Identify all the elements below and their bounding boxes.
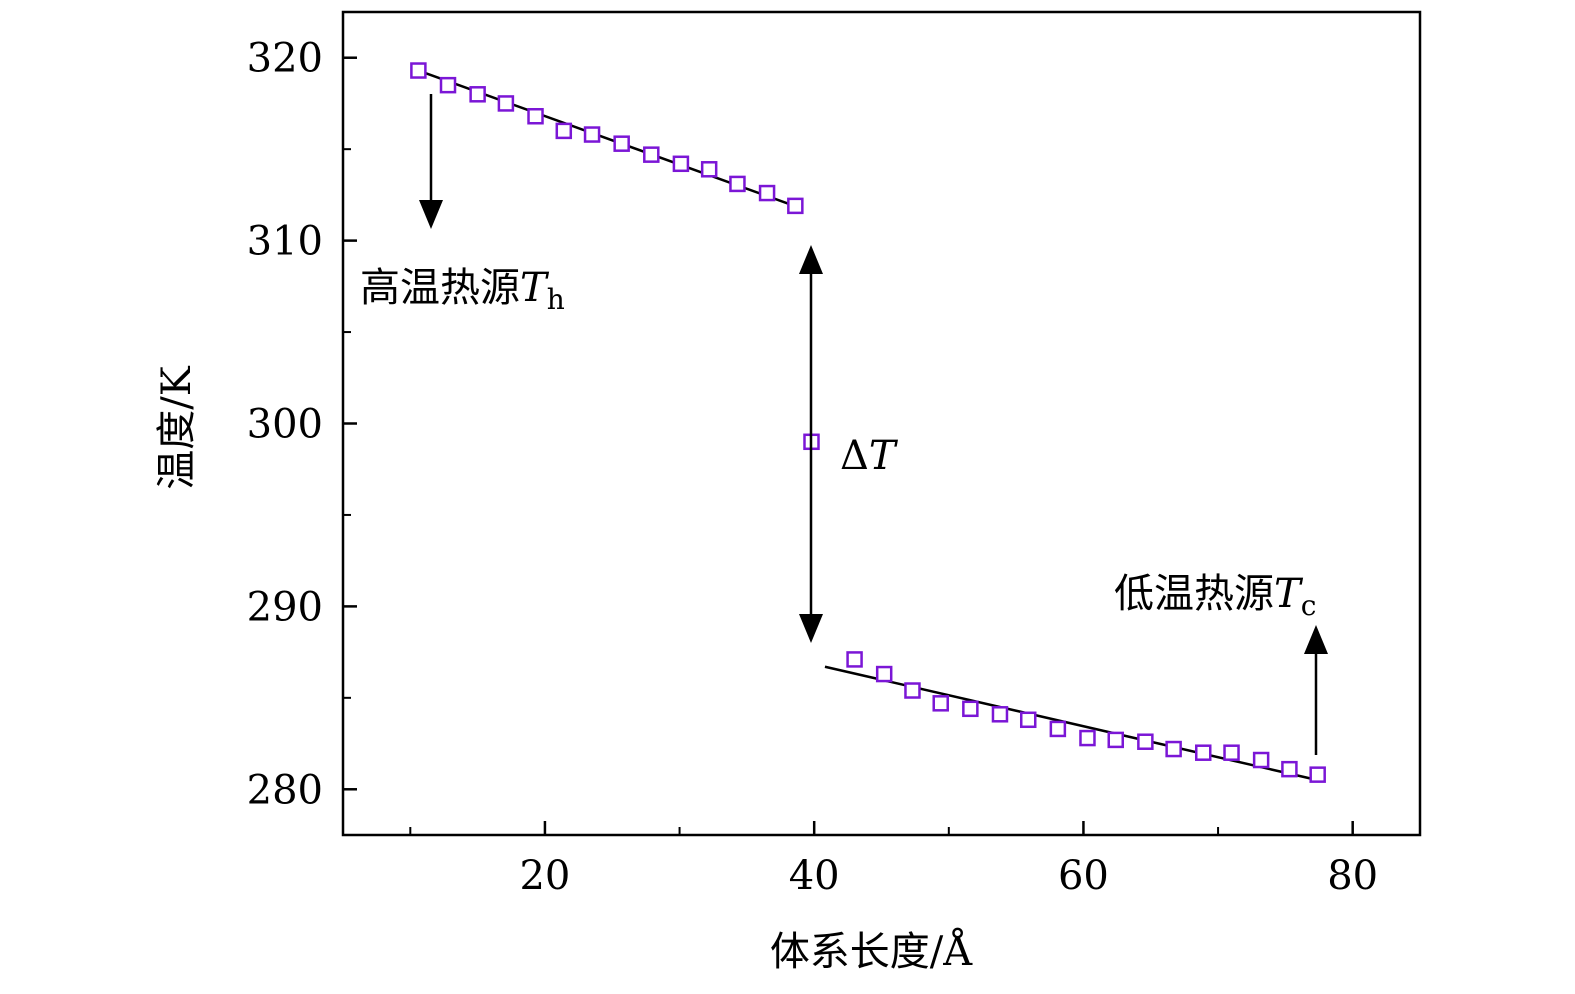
annotation-arrows	[419, 94, 1328, 755]
data-point	[1019, 711, 1037, 729]
delta-t-symbol: T	[869, 433, 899, 479]
y-axis-label: 温度/K	[154, 365, 200, 489]
x-tick-label: 20	[519, 853, 570, 899]
delta-t-text: Δ	[840, 433, 869, 479]
hot-source-subscript: h	[547, 283, 565, 316]
data-point	[758, 184, 776, 202]
cold-source-subscript: c	[1301, 589, 1317, 622]
y-tick-label: 310	[247, 219, 323, 265]
data-point	[439, 76, 457, 94]
plot-frame	[341, 10, 1422, 837]
data-point	[1165, 740, 1182, 758]
delta-t-label: ΔT	[840, 433, 899, 479]
data-point	[1079, 729, 1096, 747]
data-point	[1281, 760, 1298, 778]
hot-source-symbol: T	[520, 265, 550, 311]
data-point	[527, 107, 544, 125]
data-point	[555, 122, 573, 140]
data-point	[991, 706, 1009, 723]
cold-source-arrow-head	[1304, 625, 1328, 654]
data-point	[700, 161, 718, 178]
data-point	[1309, 766, 1326, 783]
x-tick-label: 80	[1327, 853, 1378, 899]
data-point	[497, 95, 515, 112]
data-point	[962, 700, 979, 718]
data-point	[1195, 744, 1212, 761]
y-tick-label: 280	[247, 767, 323, 813]
tick-labels: 20 40 60 80 280 290 300 310 320	[247, 36, 1379, 899]
data-point	[410, 62, 427, 79]
cold-source-symbol: T	[1274, 571, 1304, 617]
data-point	[672, 155, 690, 173]
cold-source-label: 低温热源Tc	[1114, 571, 1316, 622]
data-point	[469, 86, 486, 103]
data-point	[875, 665, 893, 683]
fit-line	[824, 665, 1318, 782]
x-axis-label: 体系长度/Å	[770, 928, 973, 975]
data-points	[410, 62, 1326, 783]
y-tick-label: 320	[247, 36, 323, 82]
data-point	[729, 175, 746, 193]
x-tick-label: 60	[1058, 853, 1109, 899]
data-point	[643, 146, 660, 163]
data-point	[932, 695, 949, 712]
hot-source-text: 高温热源	[360, 265, 520, 311]
hot-source-label: 高温热源Th	[360, 265, 565, 316]
data-point	[583, 126, 601, 143]
data-point	[1049, 720, 1067, 738]
y-tick-label: 300	[247, 402, 323, 448]
data-point	[613, 135, 630, 152]
data-point	[1252, 751, 1270, 769]
cold-source-text: 低温热源	[1114, 571, 1274, 617]
data-point	[1137, 733, 1154, 750]
delta-t-arrow-head-down	[799, 614, 823, 643]
data-point	[787, 197, 804, 215]
ticks	[343, 56, 1354, 835]
x-tick-label: 40	[789, 853, 840, 899]
fit-lines	[417, 69, 1318, 782]
data-point	[904, 682, 921, 699]
data-point	[1223, 744, 1240, 761]
data-point	[1107, 731, 1124, 749]
delta-t-arrow-head-up	[799, 245, 823, 274]
y-tick-label: 290	[247, 584, 323, 630]
hot-source-arrow-head	[419, 200, 443, 229]
data-point	[846, 651, 863, 668]
